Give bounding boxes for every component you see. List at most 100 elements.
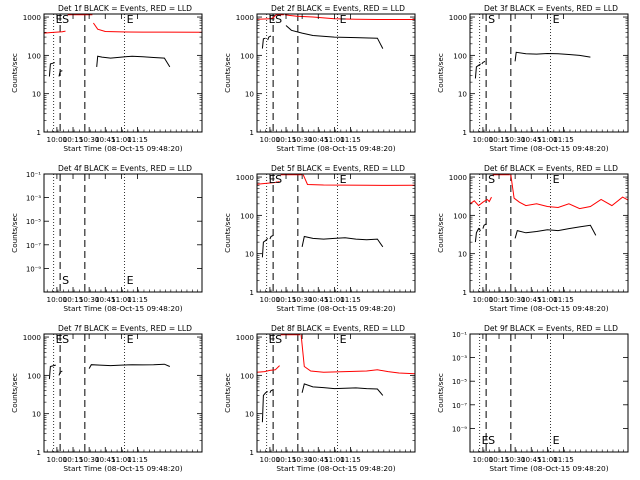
x-tick-label: 10:45 [521, 135, 542, 144]
marker-label-s: S [62, 274, 69, 287]
series-line-lld [302, 174, 416, 186]
y-axis-label: Counts/sec [223, 53, 232, 93]
x-tick-label: 10:00 [473, 455, 494, 464]
y-tick-label: 1 [36, 128, 41, 137]
series-line-lld [300, 334, 416, 375]
x-tick-label: 10:00 [473, 135, 494, 144]
x-axis-label: Start Time (08-Oct-15 09:48:20) [276, 304, 395, 313]
y-tick-label: 1000 [23, 333, 42, 342]
x-tick-label: 11:00 [324, 455, 345, 464]
y-axis-label: Counts/sec [436, 213, 445, 253]
x-tick-label: 11:00 [537, 295, 558, 304]
y-tick-label: 10⁻³ [452, 355, 467, 363]
series-line-lld [469, 196, 492, 207]
x-tick-label: 11:15 [340, 455, 361, 464]
x-tick-label: 11:15 [553, 455, 574, 464]
x-tick-label: 10:30 [505, 455, 526, 464]
y-tick-label: 1000 [23, 13, 42, 22]
series-line-events [301, 383, 384, 396]
y-tick-label: 100 [27, 371, 41, 380]
x-tick-label: 10:30 [292, 455, 313, 464]
x-tick-label: 11:00 [111, 455, 132, 464]
series-line-events [58, 70, 63, 77]
chart-title: Det 9f BLACK = Events, RED = LLD [484, 324, 618, 333]
series-line-events [474, 63, 481, 79]
y-tick-label: 1000 [449, 173, 468, 182]
series-line-events [58, 370, 63, 376]
marker-label-e: E [269, 333, 276, 346]
x-axis-label: Start Time (08-Oct-15 09:48:20) [276, 144, 395, 153]
y-tick-label: 10 [458, 90, 468, 99]
marker-label-s: S [275, 333, 282, 346]
marker-label-e: E [482, 434, 489, 447]
y-tick-label: 1 [249, 128, 254, 137]
y-axis-label: Counts/sec [10, 213, 19, 253]
series-line-events [269, 234, 274, 240]
series-line-events [482, 223, 487, 229]
x-axis-label: Start Time (08-Oct-15 09:48:20) [489, 464, 608, 473]
x-tick-label: 11:15 [127, 135, 148, 144]
x-axis-label: Start Time (08-Oct-15 09:48:20) [63, 144, 182, 153]
marker-label-e: E [127, 274, 134, 287]
x-tick-label: 11:00 [537, 135, 558, 144]
y-tick-label: 1 [36, 448, 41, 457]
series-line-events [48, 364, 56, 380]
y-tick-label: 100 [453, 211, 467, 220]
chart-title: Det 2f BLACK = Events, RED = LLD [271, 4, 405, 13]
y-tick-label: 10⁻⁹ [452, 425, 467, 433]
y-tick-label: 100 [240, 51, 254, 60]
y-tick-label: 10⁻³ [26, 195, 41, 203]
chart-title: Det 5f BLACK = Events, RED = LLD [271, 164, 405, 173]
marker-label-s: S [488, 173, 495, 186]
x-tick-label: 10:00 [47, 295, 68, 304]
y-tick-label: 10 [245, 410, 255, 419]
x-tick-label: 10:15 [276, 295, 297, 304]
x-axis-label: Start Time (08-Oct-15 09:48:20) [63, 304, 182, 313]
series-line-events [261, 37, 266, 49]
x-tick-label: 10:30 [292, 295, 313, 304]
plot-frame [469, 333, 629, 453]
x-tick-label: 10:45 [308, 135, 329, 144]
marker-label-e: E [56, 333, 63, 346]
chart-title: Det 1f BLACK = Events, RED = LLD [58, 4, 192, 13]
x-axis-label: Start Time (08-Oct-15 09:48:20) [63, 464, 182, 473]
marker-label-e: E [553, 173, 560, 186]
series-line-lld [256, 14, 284, 20]
y-tick-label: 1 [462, 128, 467, 137]
series-line-events [261, 391, 268, 423]
x-tick-label: 10:00 [260, 295, 281, 304]
x-tick-label: 10:15 [63, 295, 84, 304]
marker-label-e: E [127, 13, 134, 26]
y-tick-label: 10 [32, 410, 42, 419]
x-tick-label: 10:45 [95, 295, 116, 304]
marker-label-e: E [269, 13, 276, 26]
x-tick-label: 10:45 [308, 455, 329, 464]
x-tick-label: 10:15 [489, 135, 510, 144]
chart-title: Det 6f BLACK = Events, RED = LLD [484, 164, 618, 173]
x-tick-label: 10:30 [505, 295, 526, 304]
series-line-lld [284, 14, 415, 20]
series-line-events [285, 25, 384, 49]
x-tick-label: 10:00 [260, 135, 281, 144]
marker-label-e: E [340, 13, 347, 26]
y-axis-label: Counts/sec [10, 373, 19, 413]
y-tick-label: 1 [249, 288, 254, 297]
y-axis-label: Counts/sec [436, 373, 445, 413]
x-tick-label: 10:45 [521, 295, 542, 304]
y-axis-label: Counts/sec [223, 213, 232, 253]
series-line-events [514, 51, 591, 62]
plot-frame [469, 13, 629, 133]
x-tick-label: 10:15 [63, 135, 84, 144]
series-line-events [48, 62, 55, 77]
y-tick-label: 10 [245, 90, 255, 99]
x-tick-label: 10:15 [489, 295, 510, 304]
chart-title: Det 3f BLACK = Events, RED = LLD [484, 4, 618, 13]
x-tick-label: 11:15 [127, 455, 148, 464]
y-tick-label: 10⁻¹ [26, 171, 41, 179]
